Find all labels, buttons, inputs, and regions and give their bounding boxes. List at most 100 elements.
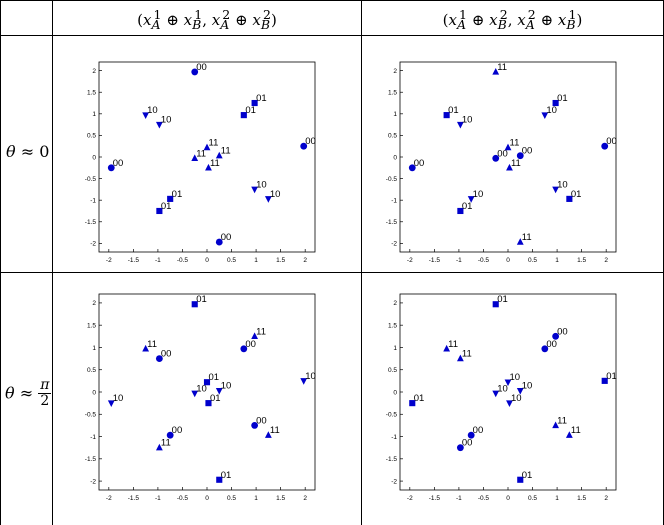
point-label: 10 (510, 372, 521, 383)
point-triangle-down (142, 112, 150, 120)
x-tick-label: 0.5 (227, 257, 236, 264)
y-tick-label: 0.5 (388, 133, 397, 140)
plot-frame (98, 293, 316, 491)
point-label: 00 (172, 425, 183, 436)
point-square (203, 379, 211, 386)
point-triangle-up (142, 344, 150, 352)
point-circle (240, 345, 248, 353)
h2-var: x (489, 11, 498, 29)
h2-sub: A (525, 17, 535, 32)
point-triangle-down (107, 400, 115, 408)
point-triangle-down (155, 121, 163, 129)
point-square (457, 207, 464, 215)
y-tick-label: -2 (90, 241, 96, 248)
h1-sup: 2 (222, 7, 231, 22)
point-triangle-down (492, 390, 500, 398)
y-tick-label: 1.5 (87, 90, 96, 97)
point-triangle-down (516, 387, 524, 395)
h2-sup: 2 (527, 7, 536, 22)
y-tick-label: 0.5 (87, 133, 96, 140)
point-label: 10 (557, 179, 568, 190)
point-triangle-down (300, 378, 308, 385)
point-label: 01 (221, 470, 232, 481)
x-tick-label: 1 (254, 495, 258, 502)
point-triangle-down (456, 121, 464, 129)
point-label: 00 (462, 438, 473, 449)
point-label: 01 (497, 294, 508, 305)
y-tick-label: 0 (92, 154, 96, 161)
point-circle (492, 154, 500, 162)
h1-sub: B (260, 17, 271, 32)
point-triangle-down (552, 186, 560, 194)
point-label: 01 (522, 470, 533, 481)
scatter-panel-theta0-col2: -2 -1.5 -1 -0.5 0 0.5 1 1.5 2 2 1.5 1 0.5 0 -0.5 -1 -1.5… (386, 61, 617, 264)
point-circle (408, 164, 416, 172)
point-circle (456, 444, 464, 452)
h1-comma: , (202, 11, 207, 29)
point-square (240, 112, 247, 119)
y-tick-label: 0 (393, 154, 397, 161)
y-tick-label: -1.5 (386, 456, 398, 463)
point-label: 11 (510, 138, 520, 149)
table-divider-header (0, 35, 664, 36)
point-circle (516, 152, 524, 160)
point-label: 01 (196, 294, 207, 305)
h2-sup: 1 (568, 7, 577, 22)
point-label: 10 (256, 179, 267, 190)
h1-sub: B (192, 17, 202, 32)
point-label: 11 (571, 425, 581, 436)
point-label: 10 (497, 383, 508, 394)
y-tick-label: -0.5 (85, 176, 97, 183)
h2-sub: B (497, 17, 507, 32)
point-label: 01 (161, 201, 172, 212)
point-triangle-up (191, 154, 199, 162)
h1-sup: 2 (263, 7, 271, 22)
h1-var: x (252, 11, 261, 29)
point-label: 11 (448, 339, 458, 350)
pi-over-two-fraction: π 2 (38, 377, 52, 410)
point-triangle-up (155, 443, 163, 451)
x-tick-label: 0 (506, 495, 510, 502)
fraction-denominator: 2 (40, 393, 50, 410)
x-tick-label: 0 (205, 257, 209, 264)
point-circle (251, 422, 259, 429)
y-tick-label: -2 (90, 478, 96, 485)
y-tick-label: 1 (393, 345, 397, 352)
point-square (205, 400, 212, 407)
point-circle (215, 238, 223, 246)
point-label: 11 (221, 146, 231, 157)
point-square (492, 301, 499, 308)
column-header-1: (xA1 ⊕ xB1, xA2 ⊕ xB2) (53, 7, 361, 32)
x-tick-label: -2 (407, 495, 413, 502)
point-square (552, 99, 559, 107)
point-triangle-up (565, 431, 573, 438)
theta-value: 0 (39, 142, 50, 161)
y-tick-label: 1.5 (388, 322, 397, 329)
point-label: 00 (473, 425, 484, 436)
x-tick-label: -1.5 (128, 257, 140, 264)
fraction-numerator: π (38, 377, 52, 395)
y-tick-label: -0.5 (386, 412, 398, 419)
point-label: 10 (270, 189, 281, 200)
point-label: 11 (497, 62, 507, 73)
point-label: 01 (209, 372, 220, 383)
h1-op: ⊕ (166, 11, 179, 29)
point-triangle-up (203, 143, 211, 151)
point-label: 11 (557, 415, 567, 426)
x-tick-label: 0 (506, 257, 510, 264)
point-label: 11 (522, 232, 532, 243)
point-label: 10 (147, 105, 158, 116)
y-tick-label: -1.5 (386, 219, 398, 226)
point-label: 11 (462, 349, 472, 360)
point-circle (166, 431, 174, 439)
point-label: 00 (113, 158, 124, 169)
x-tick-label: -2 (106, 257, 112, 264)
point-label: 00 (245, 339, 256, 350)
table-divider-col1 (52, 0, 53, 525)
point-circle (467, 431, 475, 439)
x-tick-label: -1 (155, 495, 161, 502)
x-tick-label: 1.5 (276, 257, 285, 264)
y-tick-label: 2 (393, 68, 397, 75)
point-circle (552, 332, 560, 340)
plot-frame (399, 293, 617, 491)
